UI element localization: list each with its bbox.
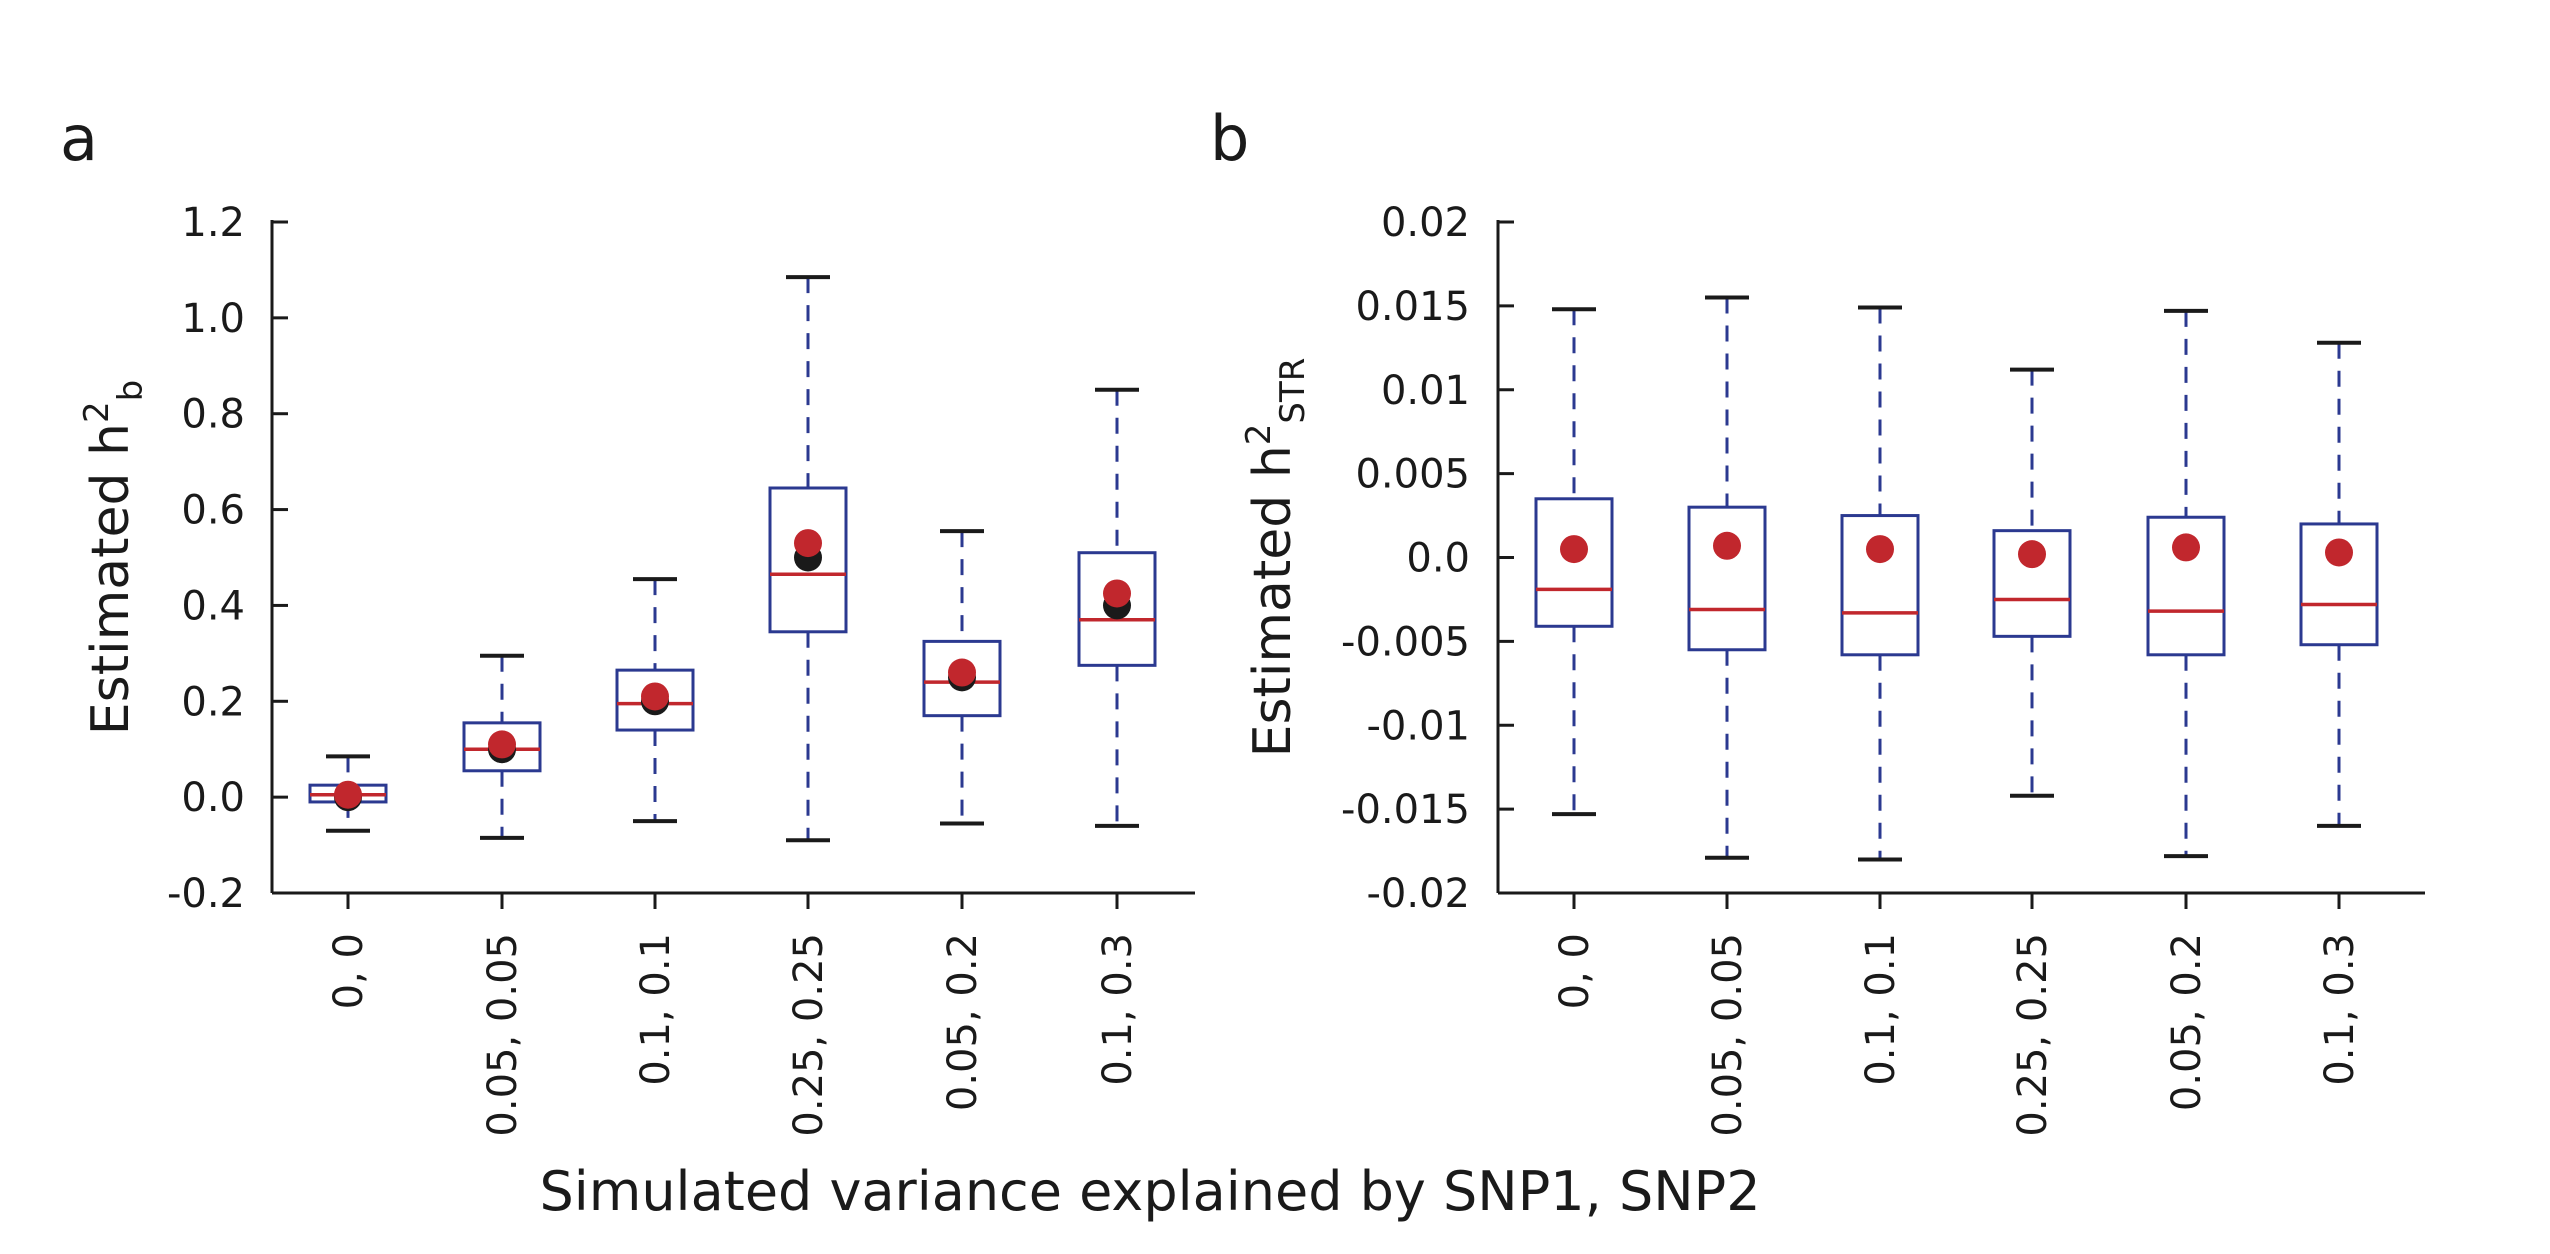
red-mean-dot <box>1103 579 1131 608</box>
box-group-1 <box>1534 307 1614 817</box>
x-tick-label: 0.1, 0.1 <box>1858 933 1904 1086</box>
y-tick-label: 0.2 <box>181 679 245 725</box>
y-tick-label: 1.2 <box>181 200 245 246</box>
box-group-2 <box>1687 295 1767 860</box>
box-group-4 <box>1992 367 2072 798</box>
red-mean-dot <box>641 682 669 711</box>
y-tick-label: -0.2 <box>167 871 245 917</box>
y-tick-label: 0.4 <box>181 583 245 629</box>
y-axis-label-main: Estimated h <box>1243 445 1303 757</box>
box-group-1 <box>308 754 388 833</box>
box-group-5 <box>922 529 1002 826</box>
y-axis-label-sup: 2 <box>77 401 117 423</box>
x-tick-label: 0.25, 0.25 <box>2010 933 2056 1137</box>
y-tick-label: 0.015 <box>1355 284 1470 330</box>
shared-x-axis-label: Simulated variance explained by SNP1, SN… <box>539 1160 1760 1223</box>
y-axis-label-sup: 2 <box>1239 424 1279 446</box>
x-tick-label: 0.1, 0.3 <box>1095 933 1141 1086</box>
red-mean-dot <box>794 529 822 558</box>
x-tick-label: 0, 0 <box>1552 933 1598 1009</box>
x-tick-label: 0.05, 0.05 <box>1705 933 1751 1137</box>
y-axis-label: Estimated h2STR <box>1239 358 1313 758</box>
box-group-6 <box>1077 387 1157 828</box>
panel-label: b <box>1210 102 1249 175</box>
y-tick-label: 0.01 <box>1381 368 1470 414</box>
red-mean-dot <box>1560 535 1588 564</box>
y-tick-label: 0.0 <box>181 775 245 821</box>
y-tick-label: 0.6 <box>181 488 245 534</box>
x-tick-label: 0.1, 0.1 <box>633 933 679 1086</box>
x-tick-label: 0.1, 0.3 <box>2317 933 2363 1086</box>
red-mean-dot <box>948 658 976 687</box>
y-axis-label-sub: b <box>111 380 151 402</box>
box-group-3 <box>1840 305 1920 862</box>
red-mean-dot <box>2325 538 2353 567</box>
box-group-4 <box>768 275 848 843</box>
panel-label: a <box>60 102 98 175</box>
y-tick-label: 1.0 <box>181 296 245 342</box>
y-tick-label: -0.02 <box>1367 871 1471 917</box>
y-axis-label-main: Estimated h <box>81 423 141 735</box>
red-mean-dot <box>1713 531 1741 560</box>
x-tick-label: 0.05, 0.2 <box>940 933 986 1111</box>
red-mean-dot <box>334 780 362 809</box>
y-tick-label: 0.0 <box>1406 536 1470 582</box>
x-tick-label: 0.05, 0.05 <box>480 933 526 1137</box>
y-tick-label: -0.01 <box>1367 703 1471 749</box>
box-group-5 <box>2146 308 2226 859</box>
red-mean-dot <box>1866 535 1894 564</box>
box-group-3 <box>615 577 695 824</box>
y-tick-label: -0.015 <box>1341 787 1470 833</box>
panel-a: a -0.2 0.0 0.2 0.4 0.6 0.8 1.0 1.2 0, 0 0.05, 0.05… <box>60 102 1195 1137</box>
box-group-2 <box>462 653 542 840</box>
y-tick-label: 0.02 <box>1381 200 1470 246</box>
x-tick-label: 0.05, 0.2 <box>2164 933 2210 1111</box>
y-tick-label: 0.8 <box>181 392 245 438</box>
x-tick-label: 0.25, 0.25 <box>786 933 832 1137</box>
red-mean-dot <box>2018 540 2046 569</box>
red-mean-dot <box>488 730 516 759</box>
panel-b: b -0.02 -0.015 -0.01 -0.005 0.0 0.005 0.01 0.015… <box>1210 102 2425 1137</box>
red-mean-dot <box>2172 533 2200 562</box>
y-axis-label-sub: STR <box>1273 358 1313 424</box>
y-tick-label: 0.005 <box>1355 452 1470 498</box>
y-tick-label: -0.005 <box>1341 619 1470 665</box>
x-tick-label: 0, 0 <box>326 933 372 1009</box>
y-axis-label: Estimated h2b <box>77 380 151 735</box>
box-group-6 <box>2299 340 2379 828</box>
iqr-box <box>1687 505 1767 652</box>
